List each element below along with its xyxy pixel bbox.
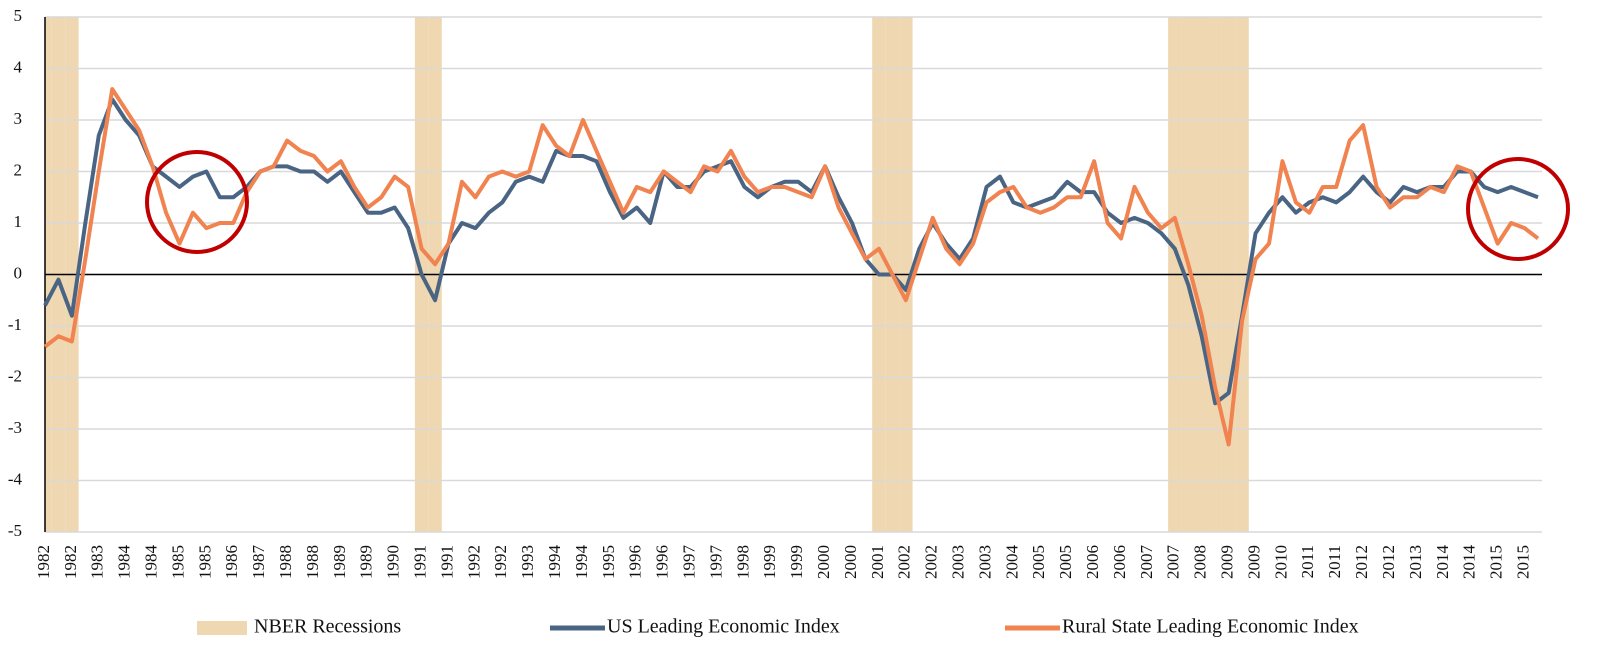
x-tick-label: 2002 [922,545,941,579]
y-tick-label: -3 [8,418,22,437]
series-line [43,87,1540,447]
x-tick-label: 1982 [34,545,53,579]
y-tick-label: 5 [14,6,23,25]
x-tick-label: 2015 [1513,545,1532,579]
x-tick-label: 2005 [1056,545,1075,579]
x-tick-label: 1997 [706,545,725,580]
x-tick-label: 1988 [303,545,322,579]
x-tick-label: 2005 [1029,545,1048,579]
highlight-circle [1466,157,1570,261]
x-tick-label: 1990 [384,545,403,579]
x-tick-label: 2003 [949,545,968,579]
x-tick-label: 1996 [626,545,645,579]
x-tick-label: 2012 [1352,545,1371,579]
x-tick-label: 2011 [1325,545,1344,578]
legend-label: NBER Recessions [254,616,401,638]
x-tick-label: 2014 [1460,545,1479,580]
x-tick-label: 1997 [680,545,699,580]
x-tick-label: 1984 [142,545,161,580]
x-tick-label: 2001 [868,545,887,579]
x-tick-label: 1986 [222,545,241,579]
x-tick-label: 2009 [1218,545,1237,579]
x-tick-label: 1991 [437,545,456,579]
legend-label: US Leading Economic Index [607,616,840,638]
x-tick-label: 2015 [1487,545,1506,579]
x-tick-label: 1994 [572,545,591,580]
legend-label: Rural State Leading Economic Index [1062,616,1359,638]
x-tick-label: 1998 [733,545,752,579]
x-tick-label: 1984 [115,545,134,580]
line-layer [43,87,1540,447]
x-tick-label: 1992 [491,545,510,579]
x-tick-label: 2002 [895,545,914,579]
x-tick-label: 1985 [195,545,214,579]
y-tick-label: 2 [14,160,23,179]
x-tick-label: 1996 [653,545,672,579]
x-tick-label: 1987 [249,545,268,580]
x-tick-label: 1983 [88,545,107,579]
highlight-circle [145,150,249,254]
x-tick-label: 1985 [168,545,187,579]
x-tick-label: 2009 [1244,545,1263,579]
x-tick-label: 2010 [1271,545,1290,579]
x-tick-label: 1999 [760,545,779,579]
x-tick-label: 2000 [841,545,860,579]
label-layer: -5 -4 -3 -2 -1 0 1 2 3 4 5 1982 1982 1983 1984 1984 1985… [8,6,1533,579]
y-tick-label: 4 [14,57,23,76]
x-tick-label: 1988 [276,545,295,579]
y-tick-label: -1 [8,315,22,334]
x-tick-label: 1993 [518,545,537,579]
y-tick-label: 1 [14,212,23,231]
y-tick-label: -2 [8,366,22,385]
x-tick-label: 2011 [1298,545,1317,578]
y-tick-label: -5 [8,521,22,540]
legend-swatch [197,621,247,635]
grid-layer [44,16,1542,533]
x-tick-label: 1989 [330,545,349,579]
x-tick-label: 2007 [1137,545,1156,580]
x-tick-label: 2000 [814,545,833,579]
x-tick-label: 2007 [1164,545,1183,580]
x-tick-label: 2008 [1191,545,1210,579]
x-tick-label: 2003 [975,545,994,579]
y-tick-label: -4 [8,469,23,488]
x-tick-label: 1995 [599,545,618,579]
series-line [43,97,1539,406]
x-tick-label: 1994 [545,545,564,580]
y-tick-label: 0 [14,263,23,282]
x-tick-label: 1991 [411,545,430,579]
legend: NBER Recessions US Leading Economic Index… [197,616,1359,638]
y-tick-label: 3 [14,109,23,128]
x-tick-label: 2004 [1002,544,1021,579]
x-tick-label: 2013 [1406,545,1425,579]
x-tick-label: 1982 [61,545,80,579]
x-tick-label: 2006 [1083,545,1102,579]
x-tick-label: 1989 [357,545,376,579]
x-tick-label: 1992 [464,545,483,579]
x-tick-label: 2012 [1379,545,1398,579]
x-tick-label: 2014 [1433,545,1452,580]
x-tick-label: 2006 [1110,545,1129,579]
x-tick-label: 1999 [787,545,806,579]
